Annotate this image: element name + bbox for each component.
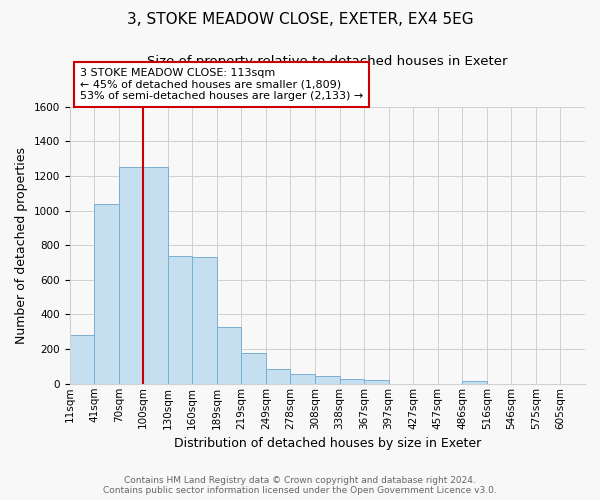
Bar <box>340 380 364 384</box>
Bar <box>266 369 290 384</box>
Bar <box>217 326 241 384</box>
Text: 3 STOKE MEADOW CLOSE: 113sqm
← 45% of detached houses are smaller (1,809)
53% of: 3 STOKE MEADOW CLOSE: 113sqm ← 45% of de… <box>80 68 363 101</box>
Title: Size of property relative to detached houses in Exeter: Size of property relative to detached ho… <box>147 55 508 68</box>
Bar <box>192 258 217 384</box>
Bar <box>119 168 143 384</box>
Text: Contains HM Land Registry data © Crown copyright and database right 2024.
Contai: Contains HM Land Registry data © Crown c… <box>103 476 497 495</box>
X-axis label: Distribution of detached houses by size in Exeter: Distribution of detached houses by size … <box>173 437 481 450</box>
Bar <box>168 256 192 384</box>
Bar <box>315 376 340 384</box>
Bar <box>94 204 119 384</box>
Y-axis label: Number of detached properties: Number of detached properties <box>15 146 28 344</box>
Bar <box>241 354 266 384</box>
Bar <box>290 374 315 384</box>
Text: 3, STOKE MEADOW CLOSE, EXETER, EX4 5EG: 3, STOKE MEADOW CLOSE, EXETER, EX4 5EG <box>127 12 473 28</box>
Bar <box>143 168 168 384</box>
Bar <box>364 380 389 384</box>
Bar <box>462 381 487 384</box>
Bar <box>70 336 94 384</box>
